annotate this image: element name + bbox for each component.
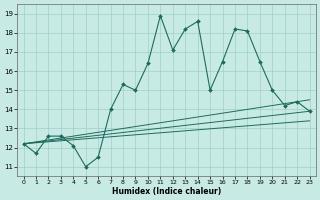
X-axis label: Humidex (Indice chaleur): Humidex (Indice chaleur) [112,187,221,196]
